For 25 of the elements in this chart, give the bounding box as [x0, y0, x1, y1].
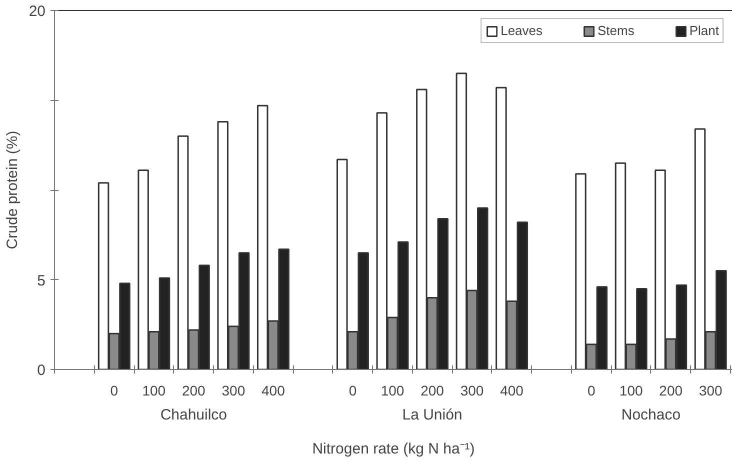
- x-tick-label: 0: [587, 382, 596, 398]
- legend-label: Leaves: [500, 23, 543, 38]
- x-tick-label: 300: [698, 382, 723, 398]
- text: Chahuilco: [160, 406, 228, 424]
- text: La Unión: [402, 406, 462, 424]
- x-tick-label: 200: [659, 382, 683, 398]
- x-tick-label: 200: [420, 382, 444, 398]
- x-axis-title: Nitrogen rate (kg N ha⁻¹): [312, 440, 475, 458]
- legend-label: Stems: [598, 23, 634, 38]
- x-tick-label: 0: [110, 382, 118, 398]
- x-tick-label: 100: [142, 382, 166, 398]
- x-tick-label: 300: [222, 382, 246, 398]
- x-tick-label: 0: [348, 382, 357, 398]
- y-tick-label: 20: [28, 3, 46, 20]
- y-tick-label: 5: [37, 272, 46, 290]
- x-tick-label: 100: [380, 382, 404, 398]
- x-tick-label: 200: [182, 382, 206, 398]
- text: Nochaco: [621, 406, 681, 424]
- legend-label: Plant: [689, 23, 719, 38]
- x-tick-label: 400: [262, 382, 286, 398]
- x-tick-label: 300: [460, 382, 484, 398]
- y-tick-label: 0: [37, 362, 46, 379]
- y-axis-title: Crude protein (%): [4, 130, 21, 250]
- x-tick-label: 100: [619, 382, 643, 398]
- x-tick-label: 400: [500, 382, 524, 398]
